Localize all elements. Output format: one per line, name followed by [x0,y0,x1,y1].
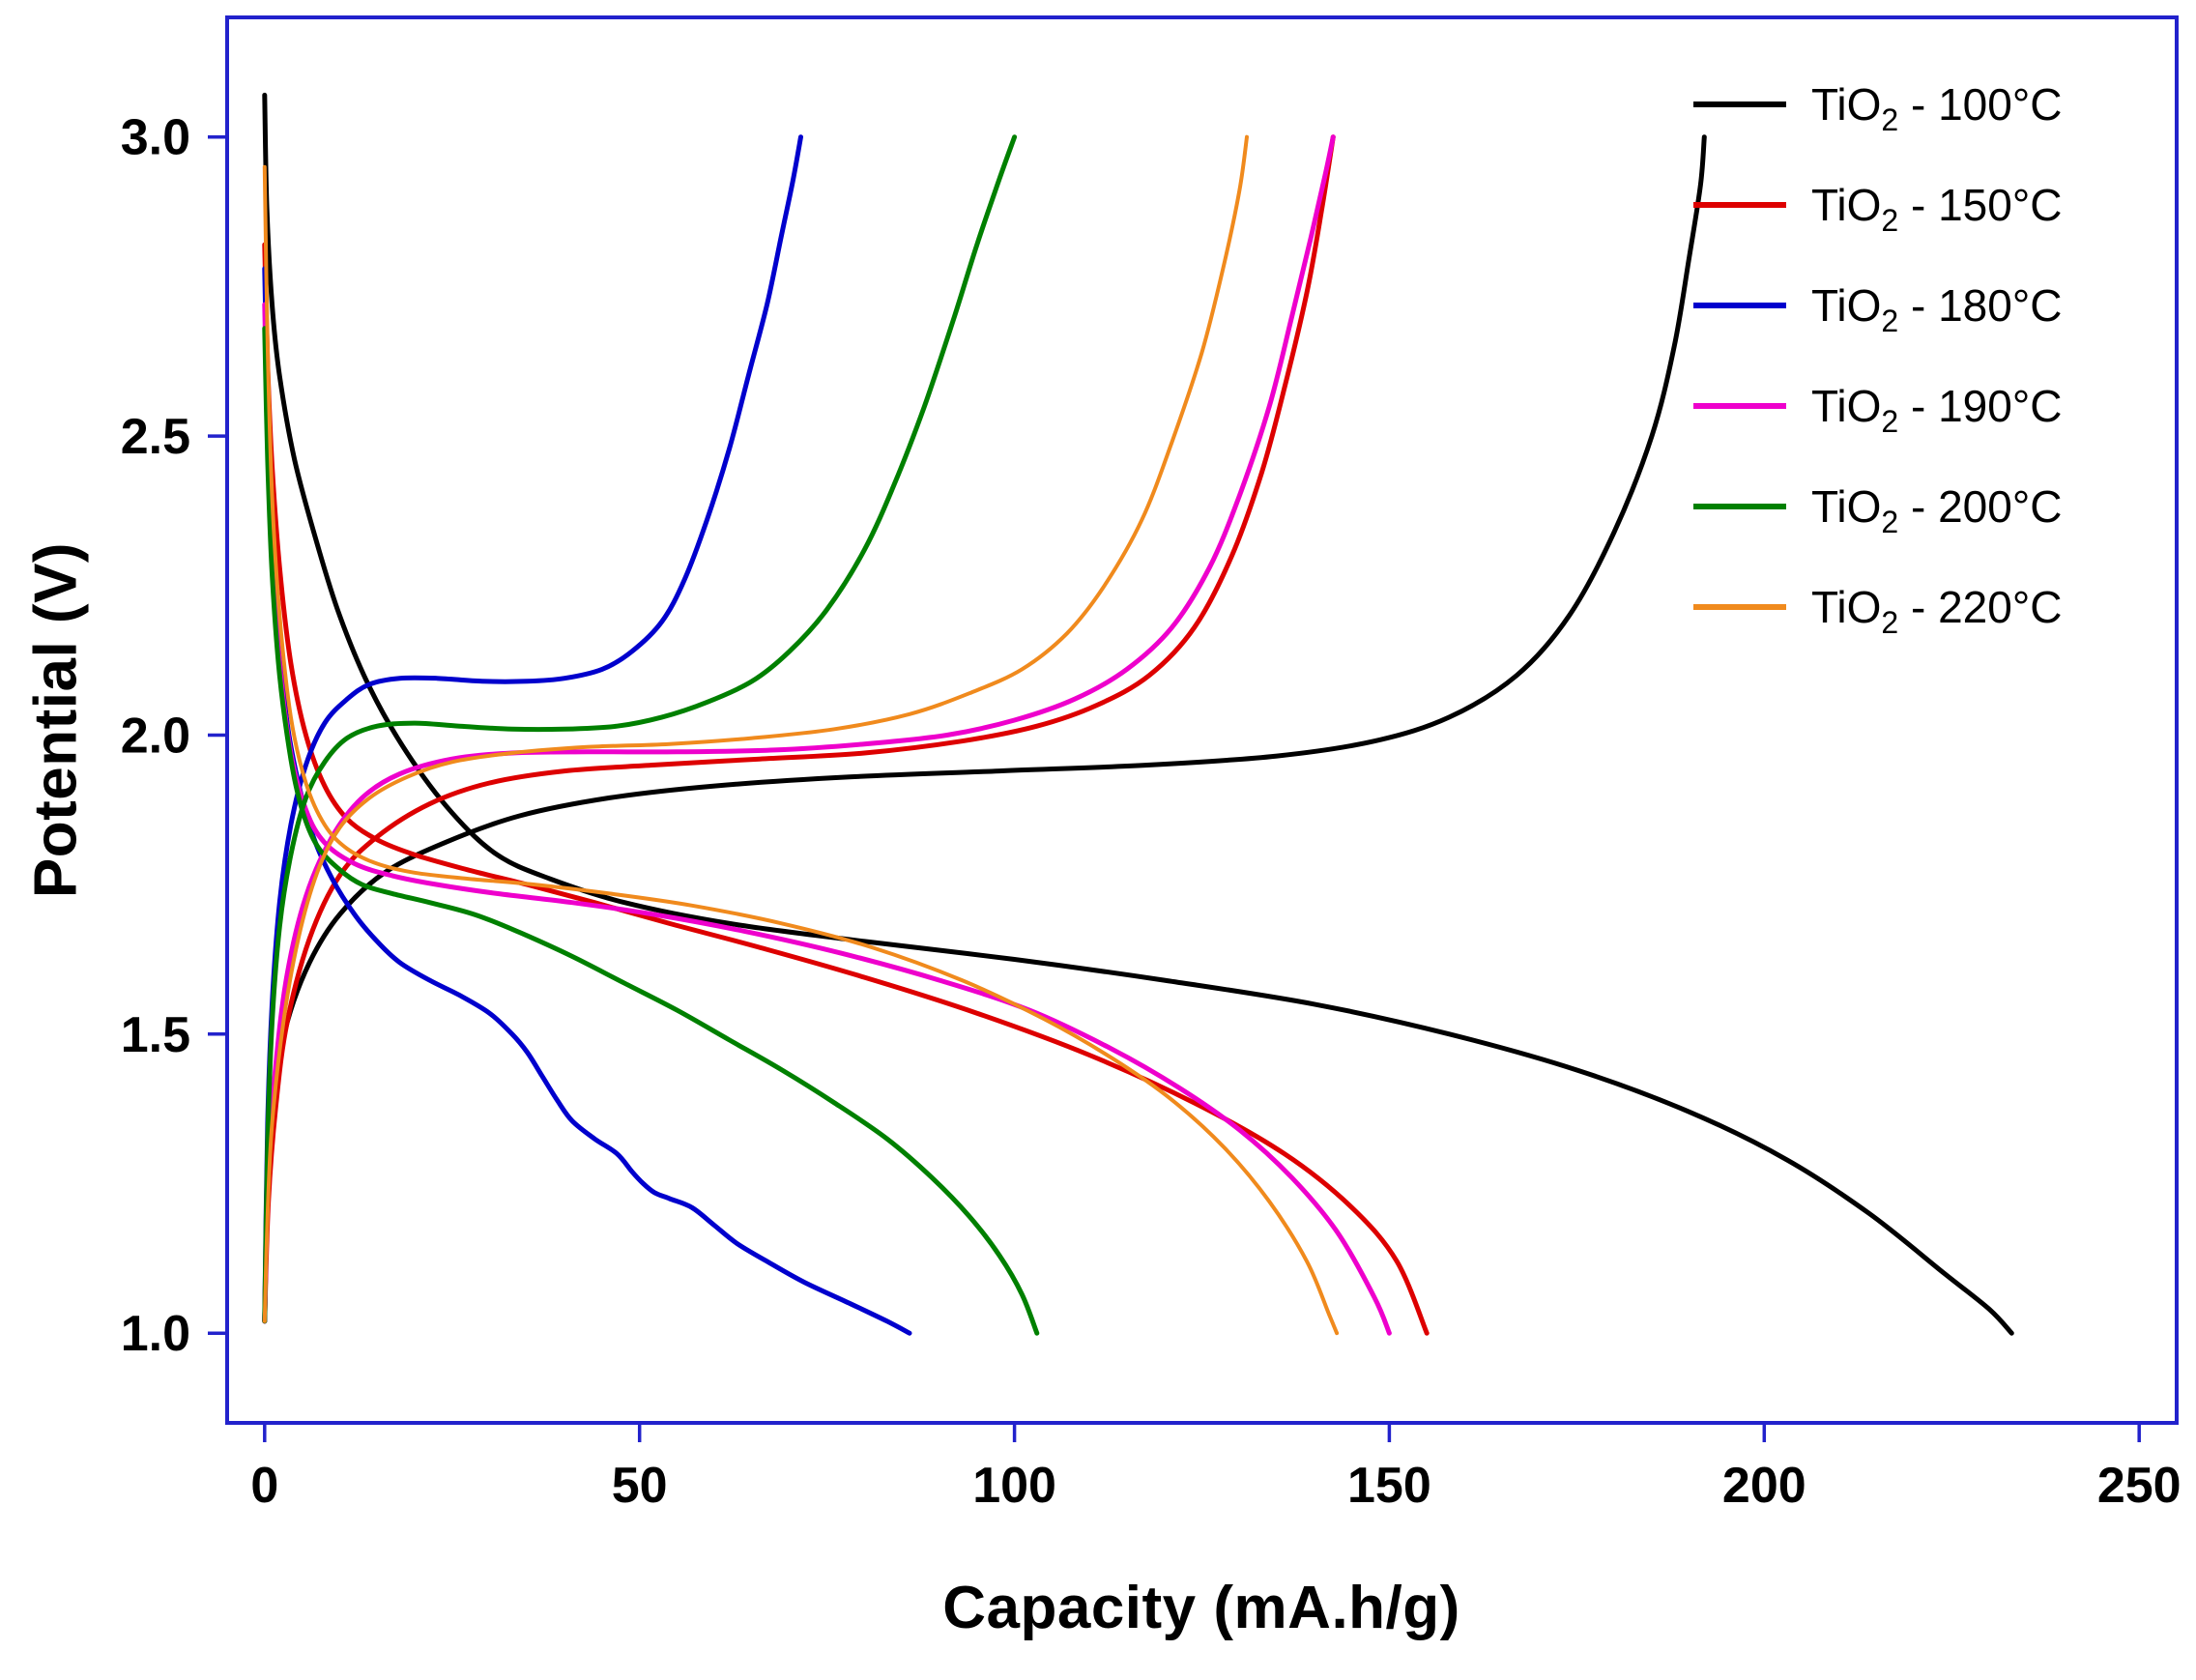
y-tick-label: 2.5 [121,409,190,465]
series-tio2-150-c [262,134,1430,1336]
x-tick-label: 0 [250,1458,278,1514]
y-tick-label: 3.0 [121,110,190,166]
series-tio2-220-c [262,134,1340,1336]
legend-item-3: TiO2 - 180°C [1693,280,2062,338]
series-tio2-180-c [262,134,912,1336]
legend-label: TiO2 - 100°C [1811,79,2062,137]
x-axis: 0 50 100 150 200 250 [250,1423,2182,1514]
discharge-curve [262,326,1040,1336]
legend-item-2: TiO2 - 150°C [1693,180,2062,238]
charge-curve [262,134,1707,1324]
x-axis-title: Capacity (mA.h/g) [942,1575,1460,1641]
discharge-curve [262,242,1430,1336]
legend-label: TiO2 - 190°C [1811,381,2062,439]
discharge-curve [262,302,1392,1336]
y-axis-title: Potential (V) [22,541,90,899]
y-tick-label: 1.5 [121,1007,190,1063]
x-tick-label: 250 [2097,1458,2182,1514]
charge-curve [262,134,1336,1324]
legend-item-1: TiO2 - 100°C [1693,79,2062,137]
x-tick-label: 100 [972,1458,1056,1514]
legend-label: TiO2 - 220°C [1811,582,2062,640]
series-tio2-100-c [262,92,2014,1336]
legend-item-4: TiO2 - 190°C [1693,381,2062,439]
charge-curve [262,134,803,1324]
legend-label: TiO2 - 150°C [1811,180,2062,238]
legend-label: TiO2 - 180°C [1811,280,2062,338]
legend-item-6: TiO2 - 220°C [1693,582,2062,640]
discharge-curve [262,164,1340,1336]
charge-curve [262,134,1249,1323]
y-tick-label: 2.0 [121,709,190,765]
y-tick-label: 1.0 [121,1306,190,1362]
charge-curve [262,134,1018,1324]
series-tio2-190-c [262,134,1392,1336]
legend-item-5: TiO2 - 200°C [1693,481,2062,539]
discharge-curve [262,92,2014,1336]
x-tick-label: 200 [1722,1458,1806,1514]
x-tick-label: 50 [612,1458,668,1514]
series-tio2-200-c [262,134,1040,1336]
charge-curve [262,134,1336,1324]
legend-label: TiO2 - 200°C [1811,481,2062,539]
y-axis: 1.0 1.5 2.0 2.5 3.0 [121,110,227,1362]
plot-frame [225,15,2179,1425]
legend: TiO2 - 100°C TiO2 - 150°C TiO2 - 180°C TiO2… [1693,79,2062,640]
x-tick-label: 150 [1347,1458,1431,1514]
